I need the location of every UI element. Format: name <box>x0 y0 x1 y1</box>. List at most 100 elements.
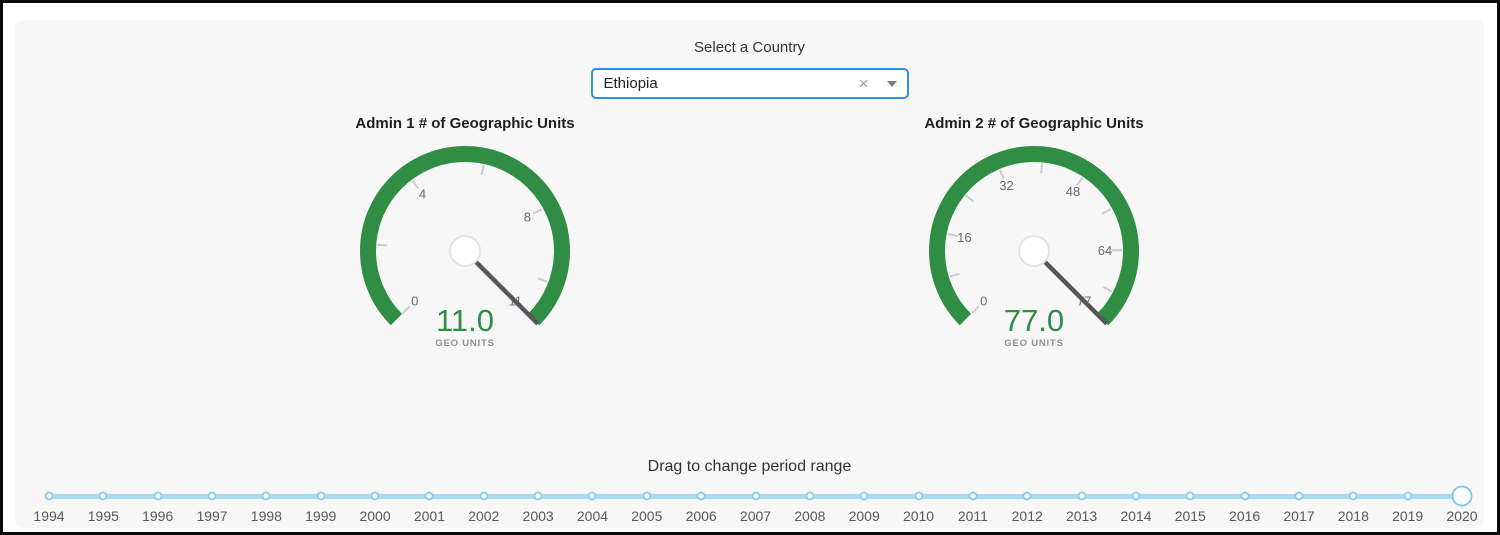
slider-marker[interactable] <box>370 491 380 501</box>
gauge-title: Admin 1 # of Geographic Units <box>355 115 575 132</box>
slider-marker[interactable] <box>533 491 543 501</box>
slider-marker[interactable] <box>805 491 815 501</box>
year-label: 2005 <box>631 508 663 524</box>
gauge-tick-label: 16 <box>957 230 971 245</box>
gauge-sub-label: GEO UNITS <box>435 338 494 349</box>
year-label: 1997 <box>196 508 228 524</box>
period-slider: 1994 1995 1996 1997 1998 1999 2000 2001 2002 2003… <box>33 20 1478 528</box>
gauge-hub <box>1018 235 1050 267</box>
year-label: 2007 <box>739 508 772 524</box>
year-label: 2004 <box>576 508 609 524</box>
slider-marker[interactable] <box>1403 491 1413 501</box>
gauge-sub-label: GEO UNITS <box>1004 338 1063 349</box>
year-label: 2008 <box>794 508 826 524</box>
year-label: 2017 <box>1283 508 1315 524</box>
gauge-tick <box>402 305 411 314</box>
slider-marker[interactable] <box>1077 491 1087 501</box>
gauge-tick-label: 0 <box>980 294 987 309</box>
chevron-down-icon[interactable] <box>886 80 897 87</box>
year-label: 2011 <box>957 508 988 524</box>
gauge-tick <box>947 233 958 237</box>
slider-marker[interactable] <box>1294 491 1304 501</box>
year-label: 2000 <box>359 508 391 524</box>
year-label: 1995 <box>87 508 119 524</box>
slider-marker[interactable] <box>914 491 924 501</box>
slider-marker[interactable] <box>696 491 706 501</box>
gauge-tick <box>998 169 1005 180</box>
gauge-arc <box>929 146 1139 326</box>
year-label: 2009 <box>848 508 880 524</box>
year-label: 2020 <box>1446 508 1478 524</box>
slider-handle[interactable] <box>1451 485 1473 507</box>
year-label: 2018 <box>1337 508 1369 524</box>
slider-marker[interactable] <box>751 491 760 501</box>
gauge-tick <box>949 272 960 278</box>
gauge-tick <box>1076 176 1084 187</box>
slider-marker[interactable] <box>1131 491 1141 501</box>
gauge-arc <box>360 146 570 326</box>
year-label: 1994 <box>33 508 65 524</box>
year-label: 2002 <box>468 508 500 524</box>
gauge-tick <box>1101 207 1112 215</box>
slider-marker[interactable] <box>642 491 652 501</box>
country-select[interactable]: Ethiopia × <box>590 68 909 99</box>
gauge-tick <box>480 164 485 175</box>
gauge-tick <box>1040 163 1044 174</box>
gauge-tick <box>377 243 388 247</box>
gauge-row: Admin 1 # of Geographic Units 0481111.0G… <box>15 114 1484 359</box>
gauge-needle <box>463 249 540 326</box>
year-label: 2019 <box>1392 508 1424 524</box>
slider-marker[interactable] <box>1240 491 1250 501</box>
slider-marker[interactable] <box>424 491 434 501</box>
slider-marker[interactable] <box>98 491 108 501</box>
year-label: 2013 <box>1065 508 1098 524</box>
clear-icon[interactable]: × <box>858 74 869 93</box>
gauge-tick-label: 64 <box>1098 243 1112 258</box>
gauge-tick <box>1102 286 1113 293</box>
gauge-tick <box>965 194 975 203</box>
year-label: 2015 <box>1174 508 1206 524</box>
slider-marker[interactable] <box>44 491 54 501</box>
gauge-value: 77.0 <box>1004 303 1064 338</box>
slider-marker[interactable] <box>207 491 217 501</box>
year-label: 2014 <box>1120 508 1152 524</box>
year-label: 2003 <box>522 508 554 524</box>
gauge-tick-label: 0 <box>411 294 418 309</box>
slider-marker[interactable] <box>1348 491 1358 501</box>
year-label: 1999 <box>305 508 337 524</box>
gauge-tick <box>532 207 543 215</box>
gauge-card-admin2: Admin 2 # of Geographic Units 0 16 32 48 64 7… <box>884 114 1184 359</box>
year-label: 2012 <box>1011 508 1043 524</box>
gauge-hub <box>449 235 481 267</box>
slider-marker[interactable] <box>1185 491 1195 501</box>
gauge-card-admin1: Admin 1 # of Geographic Units 0481111.0G… <box>315 114 615 359</box>
year-label: 1996 <box>142 508 174 524</box>
country-select-value: Ethiopia <box>603 75 658 92</box>
gauge-title: Admin 2 # of Geographic Units <box>924 115 1144 132</box>
slider-marker[interactable] <box>316 491 326 501</box>
gauge-tick <box>971 305 980 314</box>
year-label: 2001 <box>413 508 445 524</box>
slider-marker[interactable] <box>859 491 869 501</box>
gauge-needle <box>1032 249 1109 326</box>
slider-marker[interactable] <box>261 491 271 501</box>
slider-marker[interactable] <box>479 491 489 501</box>
gauge-value: 11.0 <box>436 303 494 338</box>
year-label: 2016 <box>1229 508 1261 524</box>
gauge-tick <box>411 179 420 190</box>
gauge-tick <box>537 277 548 283</box>
slider-marker[interactable] <box>1022 491 1032 501</box>
year-label: 1998 <box>250 508 282 524</box>
slider-marker[interactable] <box>587 491 597 501</box>
select-country-label: Select a Country <box>694 39 805 56</box>
slider-caption: Drag to change period range <box>647 458 852 475</box>
slider-marker[interactable] <box>968 491 978 501</box>
dashboard-panel: Select a Country Ethiopia × Admin 1 # of… <box>15 20 1484 528</box>
gauge-tick-label: 32 <box>999 178 1013 193</box>
year-label: 2006 <box>685 508 717 524</box>
slider-marker[interactable] <box>153 491 163 501</box>
gauge-tick-label: 8 <box>524 209 531 224</box>
